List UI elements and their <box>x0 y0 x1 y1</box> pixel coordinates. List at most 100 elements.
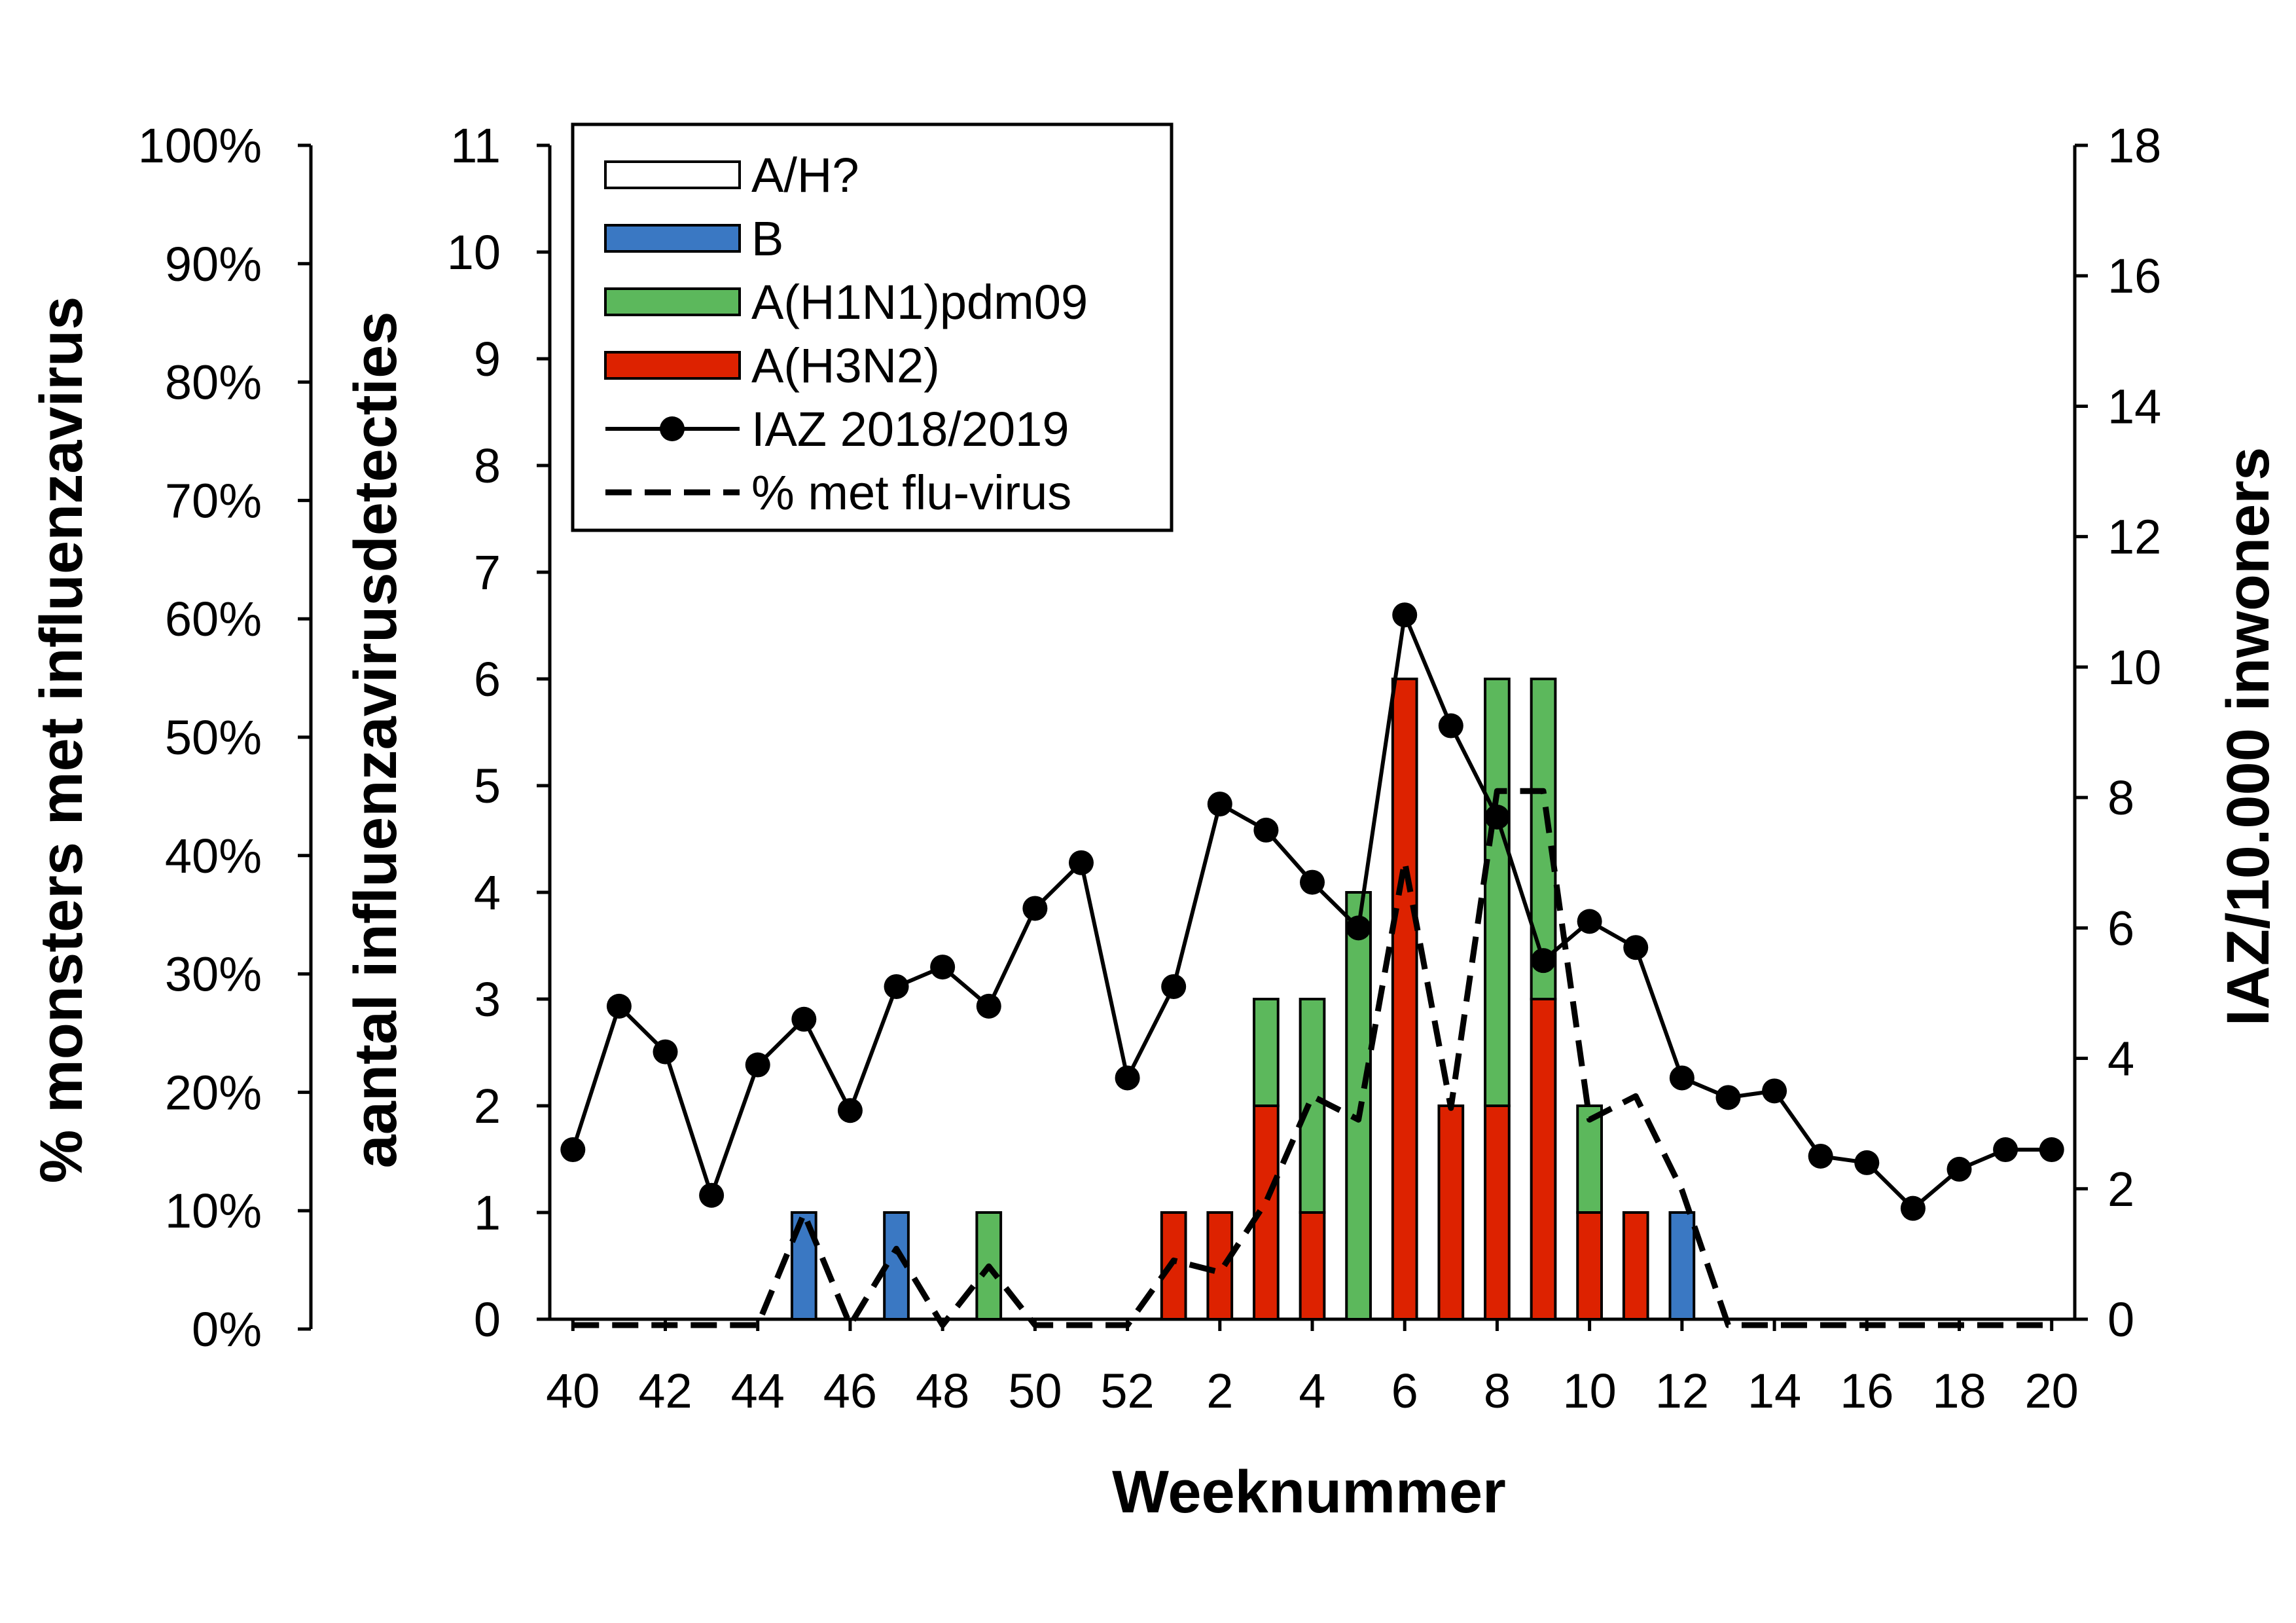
right-tick-label: 6 <box>2108 901 2134 955</box>
iaz-marker <box>1207 792 1232 817</box>
iaz-marker <box>1438 713 1463 739</box>
x-tick-label: 10 <box>1562 1364 1616 1418</box>
right-tick-label: 8 <box>2108 771 2134 825</box>
x-tick-label: 40 <box>546 1364 600 1418</box>
iaz-marker <box>1484 804 1510 830</box>
iaz-marker <box>1577 909 1602 934</box>
right-tick-label: 4 <box>2108 1032 2134 1086</box>
x-tick-label: 20 <box>2025 1364 2079 1418</box>
right-tick-label: 14 <box>2108 379 2161 433</box>
left-outer-tick-label: 70% <box>165 473 262 528</box>
left-inner-tick-label: 4 <box>474 866 501 920</box>
bar-segment <box>1391 678 1418 1321</box>
left-outer-tick-label: 60% <box>165 592 262 646</box>
x-tick-label: 44 <box>731 1364 785 1418</box>
iaz-marker <box>884 974 909 999</box>
iaz-marker <box>1946 1156 1972 1182</box>
legend-box <box>571 122 1174 532</box>
legend-marker-sample <box>660 416 685 441</box>
iaz-marker <box>1900 1195 1926 1221</box>
iaz-marker <box>791 1006 817 1032</box>
x-tick-label: 8 <box>1484 1364 1511 1418</box>
bar-segment <box>1530 998 1557 1321</box>
bar-segment <box>1253 998 1280 1107</box>
left-outer-tick-label: 0% <box>192 1302 262 1357</box>
iaz-marker <box>1161 974 1187 999</box>
iaz-marker <box>699 1182 725 1208</box>
left-outer-tick-label: 50% <box>165 710 262 765</box>
left-outer-tick-label: 30% <box>165 947 262 1002</box>
bar-segment <box>1484 1104 1511 1321</box>
iaz-marker <box>1669 1065 1695 1091</box>
iaz-marker <box>1531 948 1556 974</box>
iaz-marker <box>1253 817 1279 843</box>
left-inner-tick-label: 8 <box>474 439 501 493</box>
x-tick-label: 46 <box>823 1364 877 1418</box>
bar-segment <box>1299 998 1326 1214</box>
x-tick-label: 52 <box>1100 1364 1154 1418</box>
left-outer-tick-label: 20% <box>165 1065 262 1120</box>
iaz-marker <box>2039 1137 2064 1163</box>
bar-segment <box>1484 678 1511 1107</box>
x-tick-label: 6 <box>1391 1364 1418 1418</box>
bar-segment <box>1437 1104 1465 1321</box>
legend-swatch <box>604 351 741 380</box>
left-inner-tick-label: 7 <box>474 545 501 600</box>
bar-segment <box>1299 1211 1326 1321</box>
iaz-marker <box>1068 850 1094 875</box>
left-inner-tick-label: 10 <box>447 225 501 280</box>
iaz-marker <box>976 993 1001 1019</box>
legend-label: % met flu-virus <box>751 465 1071 520</box>
left-outer-tick-label: 40% <box>165 829 262 883</box>
iaz-marker <box>1300 869 1325 895</box>
bar-segment <box>1206 1211 1234 1321</box>
legend-label: A(H1N1)pdm09 <box>751 275 1088 329</box>
iaz-marker <box>1115 1065 1140 1091</box>
iaz-marker <box>1762 1078 1787 1104</box>
left-inner-tick-label: 11 <box>450 119 501 173</box>
x-tick-label: 12 <box>1655 1364 1709 1418</box>
bar-segment <box>1576 1104 1603 1214</box>
legend-label: A/H? <box>751 148 859 202</box>
left-outer-tick-label: 100% <box>138 119 262 173</box>
axes-layer: 0%10%20%30%40%50%60%70%80%90%100%0123456… <box>138 119 2162 1418</box>
bar-segment <box>1345 891 1372 1321</box>
left-inner-tick-label: 9 <box>474 332 501 386</box>
iaz-marker <box>1993 1137 2018 1163</box>
legend-label: B <box>751 211 783 266</box>
pct-flu-dashed-line <box>573 788 2052 1328</box>
legend: A/H? B A(H1N1)pdm09 A(H3N2) IAZ 2018/2019 % m… <box>571 122 1174 532</box>
right-tick-label: 0 <box>2108 1292 2134 1347</box>
x-tick-label: 48 <box>916 1364 969 1418</box>
left-outer-tick-label: 90% <box>165 237 262 291</box>
iaz-marker <box>653 1039 678 1065</box>
x-tick-label: 50 <box>1008 1364 1062 1418</box>
iaz-marker <box>560 1137 586 1163</box>
right-tick-label: 16 <box>2108 249 2161 303</box>
iaz-marker <box>1854 1150 1880 1175</box>
left-inner-tick-label: 0 <box>474 1292 501 1347</box>
x-axis-title: Weeknummer <box>1112 1459 1506 1525</box>
x-tick-label: 14 <box>1748 1364 1801 1418</box>
right-tick-label: 10 <box>2108 640 2161 695</box>
iaz-marker <box>1715 1085 1741 1110</box>
left-outer-tick-label: 80% <box>165 356 262 410</box>
iaz-marker <box>745 1052 770 1078</box>
left-inner-tick-label: 6 <box>474 652 501 706</box>
left-inner-tick-label: 5 <box>474 759 501 813</box>
iaz-marker <box>1623 935 1649 960</box>
iaz-marker <box>606 993 632 1019</box>
lines-layer <box>560 602 2064 1328</box>
right-axis-title: IAZ/10.000 inwoners <box>2215 447 2282 1027</box>
iaz-marker <box>1022 896 1048 921</box>
bar-segment <box>1668 1211 1696 1321</box>
x-tick-label: 4 <box>1299 1364 1325 1418</box>
bar-segment <box>1576 1211 1603 1321</box>
bar-segment <box>1622 1211 1649 1321</box>
x-tick-label: 18 <box>1932 1364 1986 1418</box>
iaz-marker <box>837 1098 863 1123</box>
left-inner-tick-label: 2 <box>474 1079 501 1133</box>
legend-label: IAZ 2018/2019 <box>751 402 1069 456</box>
iaz-marker <box>1808 1143 1833 1169</box>
